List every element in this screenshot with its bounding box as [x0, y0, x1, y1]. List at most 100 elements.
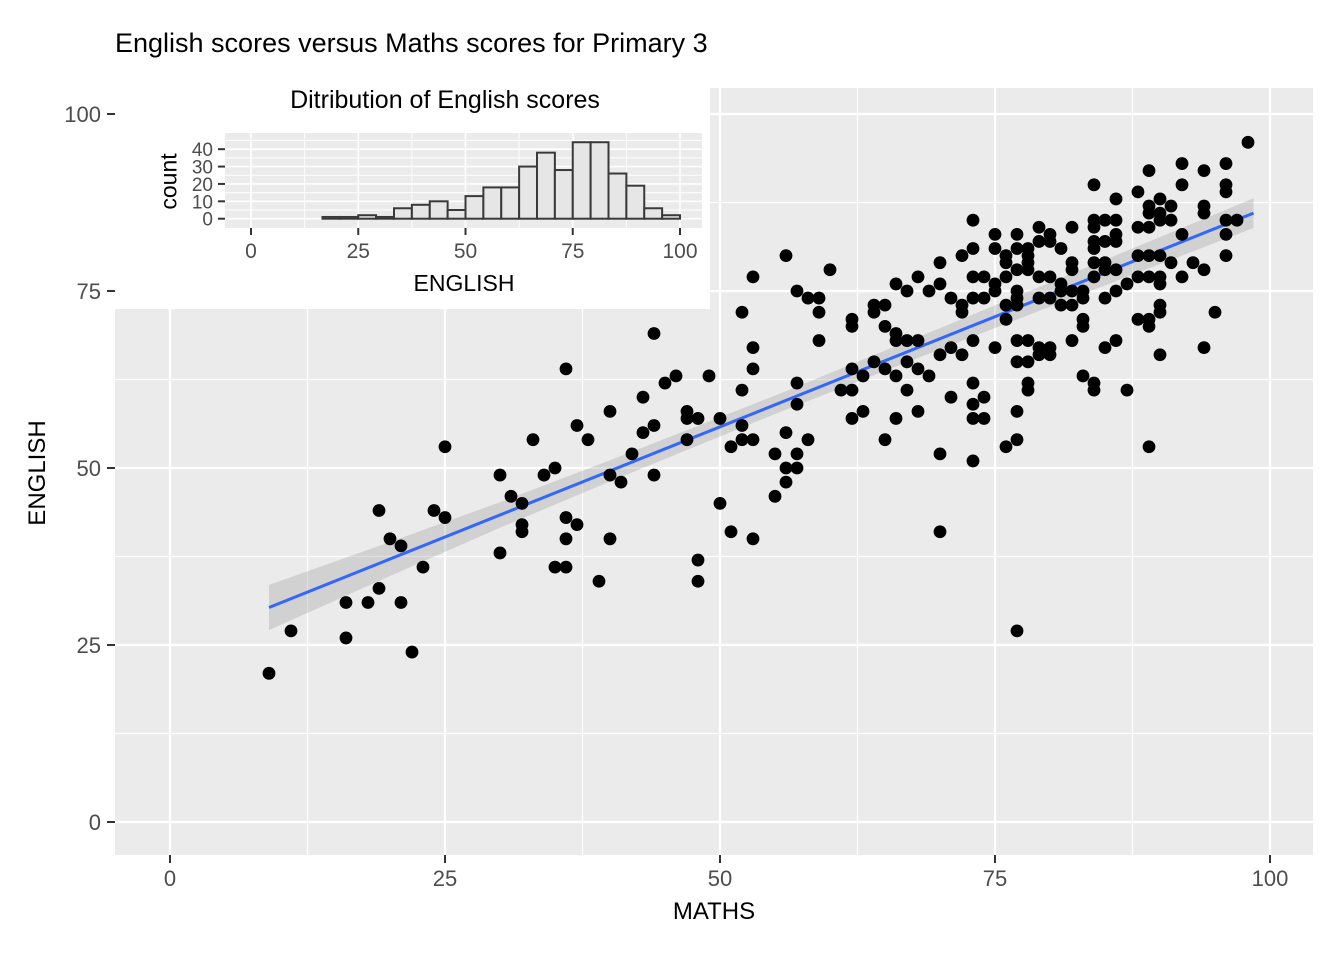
scatter-point — [614, 475, 628, 489]
scatter-point — [768, 489, 782, 503]
scatter-point — [900, 383, 914, 397]
scatter-point — [944, 341, 958, 355]
scatter-point — [559, 532, 573, 546]
scatter-point — [548, 461, 562, 475]
scatter-point — [845, 412, 859, 425]
scatter-point — [779, 475, 793, 489]
scatter-point — [911, 362, 925, 376]
histogram-bar — [464, 195, 485, 220]
scatter-point — [504, 489, 518, 503]
histogram-bar — [357, 214, 378, 220]
scatter-point — [1175, 270, 1189, 284]
scatter-point — [1032, 235, 1046, 248]
scatter-point — [592, 574, 606, 588]
scatter-point — [1109, 263, 1123, 277]
scatter-point — [988, 242, 1002, 255]
scatter-point — [1076, 369, 1090, 383]
scatter-point — [999, 440, 1013, 454]
scatter-point — [1131, 312, 1145, 326]
scatter-point — [1065, 220, 1079, 234]
scatter-point — [735, 383, 749, 397]
scatter-point — [1131, 220, 1145, 234]
y-axis-label: ENGLISH — [24, 420, 51, 526]
scatter-point — [1032, 291, 1046, 305]
scatter-point — [911, 270, 925, 284]
scatter-point — [339, 596, 353, 609]
scatter-point — [680, 412, 694, 425]
scatter-point — [966, 213, 980, 227]
scatter-point — [625, 447, 639, 461]
scatter-point — [856, 369, 870, 383]
scatter-point — [988, 341, 1002, 355]
scatter-point — [647, 327, 661, 340]
histogram-bar — [661, 214, 682, 220]
histogram-bar — [375, 215, 396, 220]
scatter-point — [1120, 277, 1134, 291]
histogram-bar — [589, 141, 610, 220]
scatter-point — [669, 369, 683, 383]
y-tick-label: 0 — [89, 810, 101, 835]
histogram-bar — [393, 207, 413, 220]
scatter-point — [812, 291, 826, 305]
scatter-point — [922, 369, 936, 383]
scatter-point — [933, 256, 947, 270]
x-tick-label: 50 — [708, 866, 732, 891]
scatter-point — [955, 305, 969, 319]
inset-chart-title: Ditribution of English scores — [290, 86, 600, 114]
scatter-point — [1153, 348, 1167, 362]
scatter-point — [966, 454, 980, 468]
scatter-point — [999, 270, 1013, 284]
scatter-point — [1087, 178, 1101, 192]
scatter-point — [911, 334, 925, 347]
scatter-point — [746, 532, 760, 546]
scatter-point — [1164, 213, 1178, 227]
histogram-bar — [518, 165, 539, 220]
scatter-point — [845, 383, 859, 397]
inset-x-axis-label: ENGLISH — [413, 270, 515, 296]
scatter-point — [801, 291, 815, 305]
scatter-point — [1054, 242, 1068, 255]
scatter-point — [790, 284, 804, 298]
scatter-point — [955, 249, 969, 262]
histogram-bar — [643, 207, 664, 220]
scatter-point — [1142, 440, 1156, 454]
scatter-point — [1142, 206, 1156, 220]
scatter-point — [636, 390, 650, 404]
scatter-point — [559, 511, 573, 524]
scatter-point — [944, 390, 958, 404]
scatter-point — [845, 320, 859, 333]
scatter-point — [1153, 277, 1167, 291]
histogram-bar — [500, 186, 521, 220]
scatter-point — [812, 334, 826, 347]
scatter-point — [1043, 270, 1057, 284]
scatter-point — [603, 532, 617, 546]
scatter-point — [1142, 270, 1156, 284]
scatter-point — [867, 355, 881, 369]
scatter-point — [1164, 199, 1178, 213]
scatter-point — [1153, 192, 1167, 206]
histogram-bar — [339, 215, 360, 220]
scatter-point — [361, 596, 375, 609]
scatter-point — [1087, 270, 1101, 284]
scatter-point — [1010, 227, 1024, 241]
scatter-point — [691, 412, 705, 425]
x-tick-label: 0 — [164, 866, 176, 891]
scatter-point — [779, 249, 793, 262]
inset-y-tick-label: 40 — [192, 140, 213, 161]
scatter-point — [878, 433, 892, 447]
scatter-point — [977, 270, 991, 284]
scatter-point — [933, 525, 947, 539]
scatter-point — [889, 334, 903, 347]
y-tick-label: 50 — [77, 456, 101, 481]
scatter-point — [438, 511, 452, 524]
scatter-point — [284, 624, 298, 638]
scatter-point — [1219, 249, 1233, 262]
scatter-point — [889, 277, 903, 291]
scatter-point — [1219, 157, 1233, 170]
scatter-point — [1087, 256, 1101, 270]
scatter-point — [559, 362, 573, 376]
scatter-point — [691, 574, 705, 588]
scatter-point — [1032, 270, 1046, 284]
